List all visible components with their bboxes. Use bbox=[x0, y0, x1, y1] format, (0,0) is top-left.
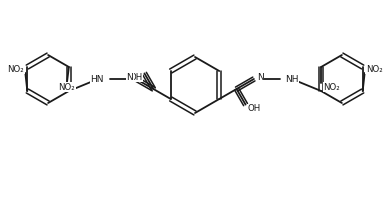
Text: OH: OH bbox=[248, 104, 261, 113]
Text: HN: HN bbox=[91, 74, 104, 84]
Text: NO₂: NO₂ bbox=[323, 82, 340, 91]
Text: NO₂: NO₂ bbox=[366, 65, 382, 74]
Text: N: N bbox=[257, 74, 264, 82]
Text: NO₂: NO₂ bbox=[59, 82, 75, 91]
Text: OH: OH bbox=[129, 73, 142, 82]
Text: NO₂: NO₂ bbox=[7, 65, 24, 74]
Text: NH: NH bbox=[285, 74, 298, 84]
Text: N: N bbox=[126, 74, 133, 82]
